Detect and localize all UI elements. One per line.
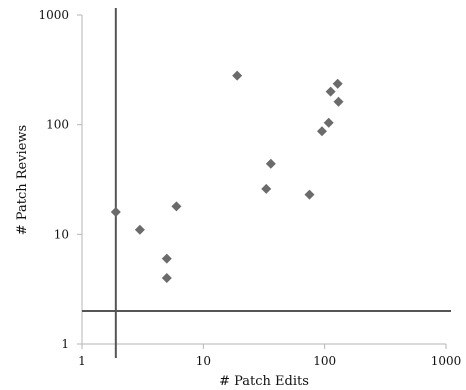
data-point [232, 70, 243, 81]
tick-labels: 1 10 100 1000 1 10 100 1000 [38, 8, 461, 368]
data-point [332, 78, 343, 89]
data-point [333, 96, 344, 107]
data-point [265, 158, 276, 169]
data-point [134, 224, 145, 235]
data-point [261, 183, 272, 194]
x-tick-label: 1000 [431, 354, 462, 368]
y-tick-label: 10 [54, 227, 69, 241]
data-point [316, 126, 327, 137]
y-tick-label: 1 [61, 337, 69, 351]
data-point [110, 206, 121, 217]
data-points [110, 70, 344, 283]
plot-axes [81, 15, 446, 345]
reference-lines [82, 8, 451, 358]
data-point [161, 272, 172, 283]
data-point [325, 86, 336, 97]
data-point [323, 117, 334, 128]
y-axis-label: # Patch Reviews [15, 125, 30, 235]
x-tick-label: 1 [78, 354, 86, 368]
x-tick-label: 100 [313, 354, 336, 368]
y-tick-label: 1000 [38, 8, 69, 22]
x-tick-label: 10 [196, 354, 211, 368]
data-point [304, 189, 315, 200]
data-point [171, 201, 182, 212]
y-tick-label: 100 [46, 118, 69, 132]
data-point [161, 253, 172, 264]
x-axis-label: # Patch Edits [219, 374, 309, 389]
